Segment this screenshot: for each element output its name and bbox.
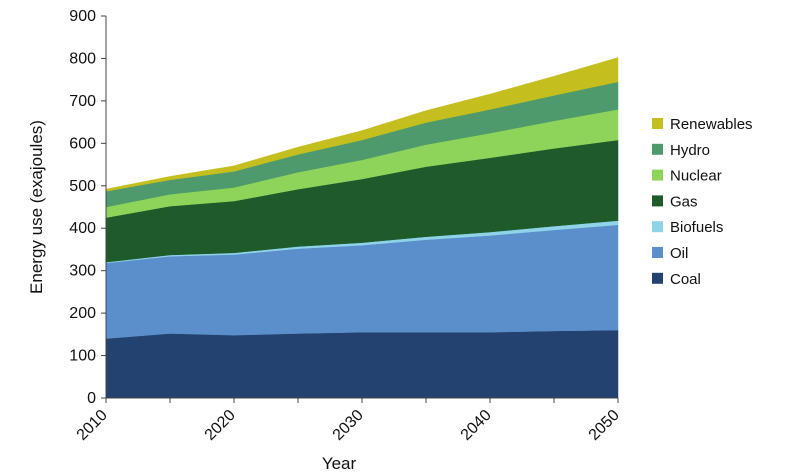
legend-item-oil: Oil: [652, 245, 688, 262]
legend-item-nuclear: Nuclear: [652, 168, 722, 185]
legend-item-hydro: Hydro: [652, 142, 710, 159]
legend-swatch: [652, 221, 663, 233]
y-tick-label: 700: [69, 93, 96, 110]
legend-label: Coal: [670, 271, 701, 288]
legend-item-coal: Coal: [652, 271, 701, 288]
legend-label: Gas: [670, 193, 698, 210]
legend-label: Hydro: [670, 142, 710, 159]
y-tick-label: 100: [69, 348, 96, 365]
x-axis-title: Year: [322, 454, 357, 473]
x-tick-label: 2040: [458, 407, 495, 444]
axes: [101, 15, 619, 403]
legend-item-biofuels: Biofuels: [652, 219, 723, 236]
y-tick-label: 400: [69, 220, 96, 237]
x-tick-label: 2050: [586, 407, 623, 444]
y-tick-label: 600: [69, 135, 96, 152]
legend-swatch: [652, 169, 663, 181]
legend-item-renewables: Renewables: [652, 116, 753, 133]
area-layers: [105, 57, 619, 399]
x-tick-label: 2030: [330, 407, 367, 444]
y-tick-labels: 0 100 200 300 400 500 600 700 800 900: [69, 8, 96, 407]
x-tick-labels: 2010 2020 2030 2040 2050: [74, 407, 623, 444]
x-tick-label: 2010: [74, 407, 111, 444]
legend: Renewables Hydro Nuclear Gas Biofuels Oil Coal: [652, 116, 753, 288]
y-tick-label: 0: [87, 390, 96, 407]
area-coal: [105, 329, 619, 399]
legend-swatch: [652, 272, 663, 284]
legend-swatch: [652, 195, 663, 207]
legend-swatch: [652, 118, 663, 129]
y-axis-title: Energy use (exajoules): [27, 120, 46, 294]
legend-label: Renewables: [670, 116, 753, 133]
legend-swatch: [652, 247, 663, 258]
x-tick-label: 2020: [202, 407, 239, 444]
legend-label: Oil: [670, 245, 688, 262]
y-tick-label: 500: [69, 178, 96, 195]
legend-label: Biofuels: [670, 219, 723, 236]
area-renewables: [105, 57, 619, 192]
y-tick-label: 900: [69, 8, 96, 25]
legend-label: Nuclear: [670, 168, 722, 185]
y-tick-label: 800: [69, 50, 96, 67]
y-tick-label: 300: [69, 263, 96, 280]
legend-swatch: [652, 143, 663, 155]
legend-item-gas: Gas: [652, 193, 698, 210]
y-tick-label: 200: [69, 305, 96, 322]
